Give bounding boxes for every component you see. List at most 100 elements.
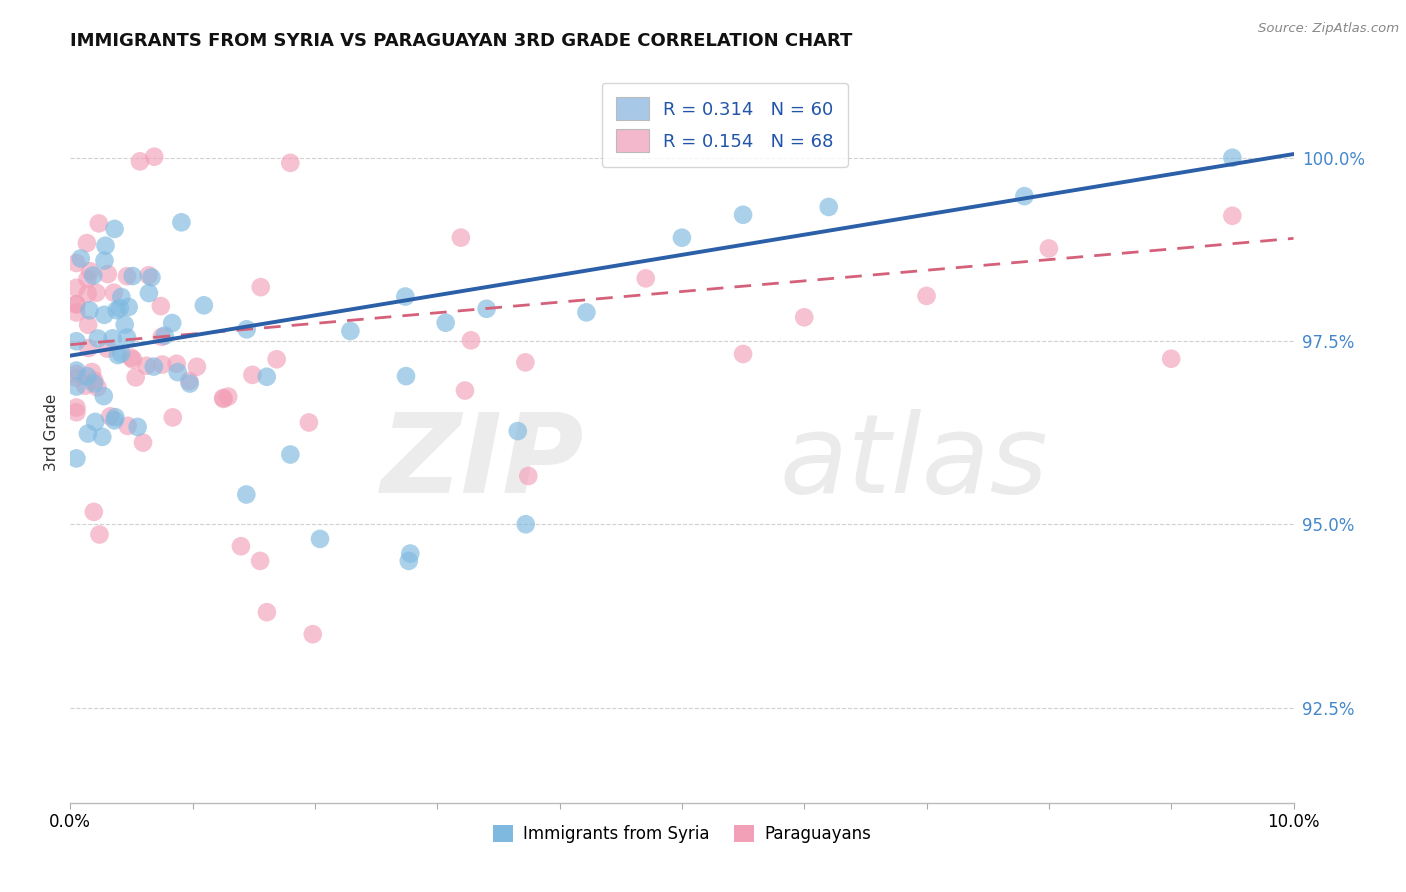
- Point: [65, 371, 87, 385]
- Text: Source: ZipAtlas.com: Source: ZipAtlas.com: [1258, 22, 1399, 36]
- Point: [93, 308, 115, 322]
- Point: [394, 289, 416, 303]
- Point: [89, 527, 111, 541]
- Point: [280, 448, 302, 462]
- Point: [179, 376, 201, 391]
- Point: [278, 156, 301, 170]
- Point: [166, 357, 188, 371]
- Point: [65, 363, 87, 377]
- Point: [115, 269, 138, 284]
- Point: [634, 271, 657, 285]
- Point: [103, 285, 125, 300]
- Point: [242, 368, 264, 382]
- Point: [309, 532, 332, 546]
- Point: [339, 324, 361, 338]
- Point: [65, 297, 87, 311]
- Point: [76, 369, 98, 384]
- Point: [212, 392, 235, 406]
- Point: [454, 384, 477, 398]
- Point: [97, 267, 120, 281]
- Y-axis label: 3rd Grade: 3rd Grade: [44, 394, 59, 471]
- Point: [160, 316, 183, 330]
- Point: [266, 352, 288, 367]
- Point: [142, 359, 165, 374]
- Point: [77, 341, 100, 355]
- Point: [104, 410, 127, 425]
- Point: [65, 405, 87, 419]
- Point: [515, 517, 537, 532]
- Point: [65, 367, 87, 381]
- Point: [82, 268, 104, 283]
- Point: [793, 310, 815, 325]
- Point: [76, 236, 98, 251]
- Point: [235, 487, 257, 501]
- Point: [450, 230, 472, 244]
- Point: [517, 469, 540, 483]
- Point: [91, 430, 114, 444]
- Point: [122, 352, 145, 367]
- Point: [94, 238, 117, 252]
- Point: [98, 409, 121, 424]
- Point: [731, 347, 754, 361]
- Point: [398, 554, 420, 568]
- Point: [65, 401, 87, 415]
- Point: [76, 272, 98, 286]
- Point: [1220, 151, 1243, 165]
- Point: [86, 285, 108, 300]
- Point: [249, 554, 271, 568]
- Point: [235, 322, 257, 336]
- Point: [101, 331, 124, 345]
- Point: [1014, 189, 1036, 203]
- Text: ZIP: ZIP: [381, 409, 583, 516]
- Point: [103, 222, 125, 236]
- Point: [1220, 209, 1243, 223]
- Point: [249, 280, 271, 294]
- Text: IMMIGRANTS FROM SYRIA VS PARAGUAYAN 3RD GRADE CORRELATION CHART: IMMIGRANTS FROM SYRIA VS PARAGUAYAN 3RD …: [70, 32, 852, 50]
- Point: [108, 301, 131, 316]
- Point: [166, 365, 188, 379]
- Point: [256, 605, 278, 619]
- Legend: Immigrants from Syria, Paraguayans: Immigrants from Syria, Paraguayans: [486, 819, 877, 850]
- Point: [162, 410, 184, 425]
- Point: [179, 374, 201, 388]
- Point: [93, 253, 115, 268]
- Point: [256, 369, 278, 384]
- Point: [87, 216, 110, 230]
- Point: [75, 378, 97, 392]
- Point: [96, 342, 118, 356]
- Point: [475, 301, 498, 316]
- Point: [132, 435, 155, 450]
- Point: [84, 415, 107, 429]
- Point: [731, 208, 754, 222]
- Point: [212, 391, 235, 405]
- Point: [86, 380, 108, 394]
- Point: [817, 200, 839, 214]
- Point: [193, 298, 215, 312]
- Point: [107, 348, 129, 362]
- Point: [121, 268, 143, 283]
- Point: [135, 359, 157, 373]
- Point: [83, 505, 105, 519]
- Point: [87, 331, 110, 345]
- Point: [93, 389, 115, 403]
- Point: [65, 451, 87, 466]
- Point: [141, 270, 163, 285]
- Point: [120, 351, 142, 365]
- Point: [83, 376, 105, 391]
- Point: [229, 539, 252, 553]
- Point: [118, 300, 141, 314]
- Point: [575, 305, 598, 319]
- Point: [110, 346, 132, 360]
- Point: [110, 290, 132, 304]
- Point: [65, 297, 87, 311]
- Point: [65, 305, 87, 319]
- Point: [127, 420, 149, 434]
- Point: [1160, 351, 1182, 366]
- Point: [105, 303, 128, 318]
- Point: [77, 426, 100, 441]
- Point: [434, 316, 457, 330]
- Point: [186, 359, 208, 374]
- Text: atlas: atlas: [780, 409, 1049, 516]
- Point: [1038, 242, 1060, 256]
- Point: [124, 370, 146, 384]
